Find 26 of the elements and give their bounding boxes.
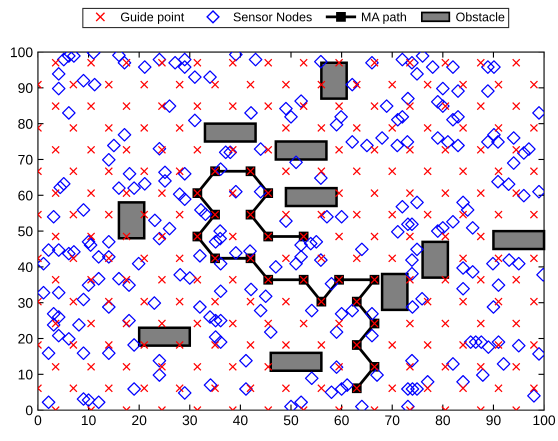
y-tick-label: 10	[18, 370, 33, 380]
y-tick-label: 70	[18, 154, 33, 165]
x-tick-label: 80	[436, 415, 450, 426]
x-tick-label: 20	[132, 415, 146, 426]
y-tick-label: 100	[10, 47, 33, 58]
x-tick-label: 100	[534, 415, 556, 426]
y-tick-label: 30	[18, 298, 33, 308]
y-tick-label: 0	[26, 405, 33, 416]
legend-label: Obstacle	[456, 12, 504, 22]
x-tick-label: 10	[82, 415, 96, 426]
x-tick-label: 70	[385, 415, 400, 426]
y-tick-label: 60	[18, 190, 33, 200]
y-tick-label: 80	[18, 118, 33, 129]
y-tick-label: 50	[18, 226, 33, 236]
x-tick-label: 50	[284, 415, 298, 426]
x-tick-label: 40	[232, 415, 248, 426]
x-tick-label: 30	[182, 415, 197, 426]
x-tick-label: 60	[334, 415, 349, 426]
y-tick-label: 40	[18, 262, 33, 272]
y-tick-label: 90	[18, 83, 33, 94]
legend-label: Guide point	[120, 12, 184, 24]
legend-label: Sensor Nodes	[234, 12, 312, 22]
y-tick-label: 20	[18, 334, 33, 344]
legend-label: MA path	[362, 12, 406, 24]
x-tick-label: 90	[486, 415, 501, 426]
x-tick-label: 0	[34, 415, 42, 426]
